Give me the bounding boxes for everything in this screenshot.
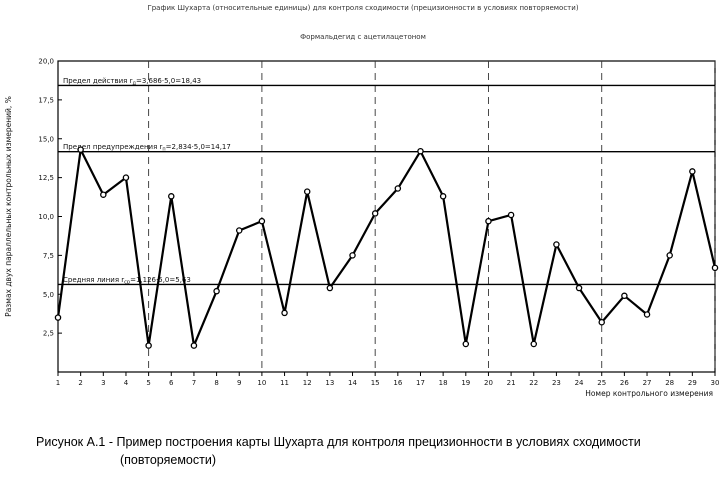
data-point (530, 340, 538, 348)
y-tick-label: 2,5 (43, 330, 54, 338)
x-tick-label: 11 (280, 379, 289, 387)
y-tick-label: 10,0 (38, 213, 54, 221)
data-point (371, 210, 379, 217)
data-point (621, 292, 628, 300)
data-point (326, 284, 334, 292)
data-point (575, 284, 583, 292)
x-tick-label: 4 (124, 379, 129, 387)
data-point (417, 147, 424, 155)
x-tick-label: 16 (393, 379, 402, 387)
x-tick-label: 21 (507, 379, 516, 387)
y-axis-label: Размах двух параллельных контрольных изм… (4, 96, 13, 317)
x-tick-label: 29 (688, 379, 697, 387)
x-tick-label: 13 (325, 379, 334, 387)
x-tick-label: 6 (169, 379, 174, 387)
x-tick-label: 30 (711, 379, 720, 387)
y-tick-label: 20,0 (38, 58, 54, 66)
x-tick-label: 25 (597, 379, 606, 387)
center-line-label: Средняя линия rср=1,126·5,0=5,63 (63, 276, 191, 286)
x-tick-label: 3 (101, 379, 105, 387)
x-tick-label: 10 (257, 379, 266, 387)
data-point (258, 217, 266, 225)
data-point (235, 227, 243, 234)
data-point (553, 241, 560, 248)
data-point (711, 264, 719, 272)
figure-caption-line2: (повторяемости) (120, 453, 216, 467)
x-tick-label: 9 (237, 379, 241, 387)
x-tick-label: 8 (214, 379, 218, 387)
action-limit-label: Предел действия rд=3,686·5,0=18,43 (63, 77, 201, 87)
x-tick-label: 28 (665, 379, 674, 387)
chart-subtitle: Формальдегид с ацетилацетоном (300, 33, 426, 41)
x-tick-label: 26 (620, 379, 629, 387)
data-point (213, 287, 220, 295)
data-point (190, 342, 198, 349)
x-tick-label: 27 (643, 379, 652, 387)
data-point (462, 340, 470, 348)
data-point (122, 174, 130, 181)
data-point (485, 217, 492, 225)
data-point (598, 318, 605, 326)
x-axis-label: Номер контрольного измерения (585, 389, 713, 398)
y-tick-label: 15,0 (38, 135, 54, 143)
chart-title: График Шухарта (относительные единицы) д… (147, 4, 579, 12)
x-tick-label: 2 (78, 379, 82, 387)
shewhart-chart: Предел действия rд=3,686·5,0=18,43 Предел… (4, 58, 720, 399)
data-point (77, 146, 84, 153)
warning-limit-label: Предел предупреждения rп=2,834·5,0=14,17 (63, 143, 231, 153)
data-point (643, 311, 651, 318)
data-point (281, 309, 288, 317)
plot-frame (57, 60, 716, 373)
data-point (100, 191, 107, 198)
data-point (145, 342, 152, 349)
x-tick-label: 20 (484, 379, 493, 387)
y-tick-label: 17,5 (38, 96, 54, 104)
x-tick-label: 1 (56, 379, 60, 387)
series-line (56, 148, 717, 347)
x-tick-label: 12 (303, 379, 312, 387)
data-point (54, 314, 62, 321)
data-point (689, 168, 696, 175)
data-point (168, 193, 175, 200)
data-point (666, 252, 673, 259)
x-tick-label: 7 (192, 379, 196, 387)
y-tick-label: 12,5 (38, 174, 54, 182)
data-point (349, 252, 356, 259)
data-point (303, 188, 311, 195)
x-tick-label: 18 (439, 379, 448, 387)
x-tick-label: 15 (371, 379, 380, 387)
x-tick-label: 22 (529, 379, 538, 387)
y-tick-label: 7,5 (43, 252, 54, 260)
x-tick-label: 14 (348, 379, 357, 387)
x-tick-label: 19 (461, 379, 470, 387)
x-tick-label: 17 (416, 379, 425, 387)
x-tick-label: 5 (146, 379, 150, 387)
data-point (394, 185, 402, 192)
data-point (507, 211, 515, 219)
x-tick-label: 24 (575, 379, 584, 387)
y-tick-label: 5,0 (43, 291, 54, 299)
x-tick-label: 23 (552, 379, 561, 387)
figure-caption-line1: Рисунок А.1 - Пример построения карты Шу… (36, 435, 641, 449)
data-point (439, 193, 447, 200)
